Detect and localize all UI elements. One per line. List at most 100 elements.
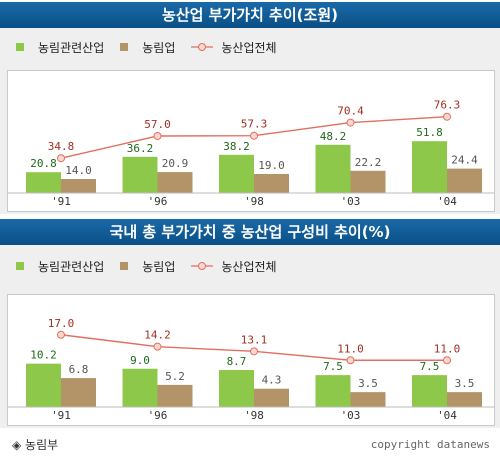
line-point (57, 154, 65, 163)
data-label: 3.5 (358, 377, 378, 390)
legend-label: 농림업 (142, 259, 176, 274)
x-tick-label: '04 (437, 195, 457, 208)
bar-농림관련산업 (219, 370, 254, 407)
chart2-title: 국내 총 부가가치 중 농산업 구성비 추이(%) (0, 219, 500, 245)
x-tick-label: '03 (341, 195, 361, 208)
bar-농림관련산업 (26, 172, 61, 193)
data-label: 3.5 (455, 377, 475, 390)
data-label: 11.0 (434, 342, 461, 355)
x-tick-label: '98 (244, 409, 264, 422)
legend-label: 농산업전체 (221, 259, 277, 274)
data-label: 57.0 (144, 118, 171, 131)
chart2-svg: 10.2 6.8 '91 9.0 5.2 '96 8.7 4.3 '98 7.5 3.5 '03 7.5… (8, 317, 494, 422)
data-label: 4.3 (262, 374, 282, 387)
data-label: 38.2 (223, 140, 250, 153)
legend-swatch-brown (120, 43, 129, 51)
line-point (443, 112, 451, 121)
legend-item-bar2: 농림업 (120, 39, 175, 56)
line-point (443, 356, 451, 365)
data-label: 9.0 (130, 354, 150, 367)
bar-농림관련산업 (122, 156, 158, 193)
data-label: 22.2 (355, 156, 382, 169)
line-point (153, 132, 162, 140)
data-label: 51.8 (416, 126, 443, 139)
data-label: 76.3 (434, 99, 461, 112)
data-label: 7.5 (323, 360, 343, 373)
data-label: 10.2 (30, 349, 57, 362)
bar-농림업 (61, 378, 96, 407)
bar-농림업 (447, 392, 482, 407)
bar-농림업 (254, 174, 289, 193)
data-label: 20.9 (162, 157, 189, 170)
bar-농림관련산업 (315, 375, 351, 407)
chart2-panel: 농림관련산업 농림업 농산업전체 10.2 6.8 '91 9.0 5.2 '96 8.7 4… (0, 245, 500, 428)
bar-농림업 (447, 168, 482, 193)
legend-swatch-green (16, 43, 24, 51)
data-label: 17.0 (48, 317, 75, 330)
data-label: 34.8 (48, 140, 75, 153)
x-tick-label: '98 (244, 195, 264, 208)
source-label: ◈ 농림부 (12, 438, 59, 452)
data-label: 19.0 (258, 159, 285, 172)
data-label: 5.2 (165, 370, 185, 383)
data-label: 24.4 (451, 154, 478, 167)
legend-swatch-green (16, 262, 24, 270)
chart2-plot-area: 10.2 6.8 '91 9.0 5.2 '96 8.7 4.3 '98 7.5 3.5 '03 7.5… (7, 294, 495, 426)
line-point (57, 330, 65, 339)
chart2-legend: 농림관련산업 농림업 농산업전체 (16, 257, 293, 275)
legend-line-marker-icon (191, 43, 214, 51)
legend-item-bar1: 농림관련산업 (16, 39, 104, 56)
bar-농림업 (157, 384, 193, 407)
data-label: 48.2 (320, 130, 347, 143)
line-point (346, 118, 355, 127)
chart1-legend: 농림관련산업 농림업 농산업전체 (16, 38, 293, 56)
chart1-plot-area: 20.8 14.0 '91 36.2 20.9 '96 38.2 19.0 '98 48.2 22.… (7, 70, 495, 212)
legend-swatch-brown (120, 262, 129, 270)
x-tick-label: '91 (51, 409, 71, 422)
bar-농림관련산업 (219, 154, 254, 193)
x-tick-label: '03 (341, 409, 361, 422)
x-tick-label: '04 (437, 409, 457, 422)
chart1-panel: 농림관련산업 농림업 농산업전체 20.8 14.0 '91 36.2 20.9 '96 3… (0, 28, 500, 214)
bar-농림관련산업 (412, 141, 447, 193)
x-tick-label: '91 (51, 195, 71, 208)
x-tick-label: '96 (148, 195, 168, 208)
legend-label: 농산업전체 (221, 40, 277, 55)
chart1-title: 농산업 부가가치 추이(조원) (0, 2, 500, 28)
bar-농림관련산업 (412, 375, 447, 407)
bar-농림업 (254, 388, 289, 407)
data-label: 36.2 (127, 142, 154, 155)
data-label: 8.7 (227, 355, 247, 368)
legend-line-marker-icon (191, 262, 214, 270)
data-label: 6.8 (69, 363, 89, 376)
legend-item-bar1: 농림관련산업 (16, 258, 104, 275)
x-tick-label: '96 (148, 409, 168, 422)
legend-label: 농림관련산업 (38, 40, 105, 55)
legend-item-line: 농산업전체 (191, 258, 277, 275)
data-label: 14.2 (144, 329, 171, 342)
bar-농림업 (157, 172, 193, 193)
line-point (346, 356, 355, 365)
line-point (250, 347, 258, 356)
data-label: 57.3 (241, 118, 268, 131)
data-label: 20.8 (30, 157, 57, 170)
bar-농림업 (350, 392, 386, 407)
copyright-label: copyright datanews (370, 438, 490, 451)
legend-label: 농림관련산업 (38, 259, 105, 274)
line-point (250, 131, 258, 140)
bar-농림관련산업 (122, 368, 158, 407)
data-label: 11.0 (337, 342, 364, 355)
legend-label: 농림업 (142, 40, 176, 55)
legend-item-bar2: 농림업 (120, 258, 175, 275)
data-label: 13.1 (241, 333, 268, 346)
bar-농림업 (61, 179, 96, 193)
data-label: 70.4 (337, 105, 364, 118)
legend-item-line: 농산업전체 (191, 39, 277, 56)
data-label: 14.0 (65, 164, 92, 177)
chart1-svg: 20.8 14.0 '91 36.2 20.9 '96 38.2 19.0 '98 48.2 22.… (8, 99, 494, 208)
bar-농림업 (350, 170, 386, 193)
bar-농림관련산업 (315, 144, 351, 193)
line-point (153, 342, 162, 351)
data-label: 7.5 (420, 360, 440, 373)
bar-농림관련산업 (26, 363, 61, 407)
